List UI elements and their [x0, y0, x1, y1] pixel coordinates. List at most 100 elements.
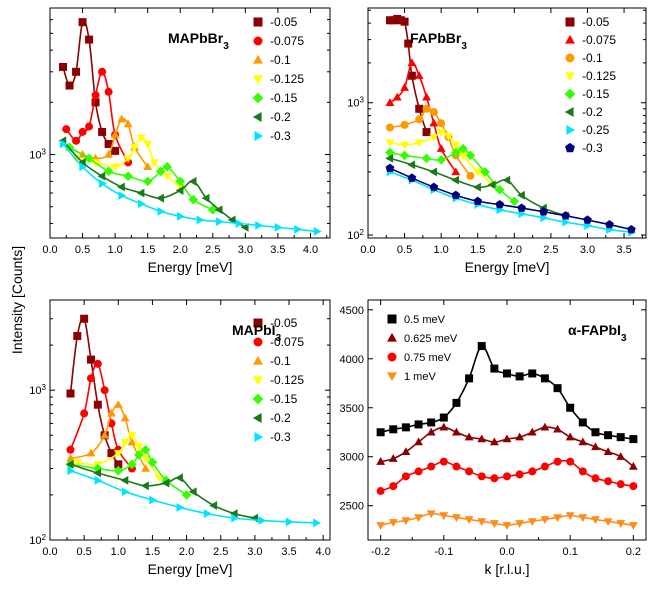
data-point: [429, 118, 439, 127]
data-point: [528, 369, 537, 378]
data-point: [389, 482, 398, 491]
data-point: [285, 517, 294, 527]
data-point: [294, 224, 303, 234]
series-fit-line: [389, 61, 457, 173]
panels-group: 0.0 0.5 1.0 1.5 2.0 2.5 3.0 3.5 4.0 103 Energy [me…: [29, 7, 647, 577]
data-point: [477, 472, 486, 481]
data-point: [515, 372, 524, 381]
data-point: [98, 179, 107, 188]
data-point: [231, 513, 239, 523]
legend-entry-label: -0.2: [270, 411, 291, 425]
data-point: [629, 482, 638, 491]
data-point: [141, 481, 149, 491]
data-point: [227, 215, 236, 225]
data-layer: [376, 342, 638, 530]
data-point: [258, 516, 267, 525]
data-point: [100, 386, 109, 395]
x-tick-label: 0.0: [360, 244, 375, 256]
data-point: [85, 122, 94, 131]
data-point: [385, 123, 394, 132]
data-point: [415, 104, 424, 113]
x-tick-label: 2.5: [543, 244, 558, 256]
data-point: [427, 462, 436, 471]
data-point: [477, 518, 487, 526]
x-tick-label: 2.5: [213, 546, 228, 558]
data-point: [502, 434, 512, 443]
data-point: [78, 127, 87, 136]
legend-entry-label: -0.1: [270, 354, 291, 368]
data-point: [110, 130, 120, 138]
legend-marker: [387, 314, 397, 324]
data-point: [188, 194, 199, 205]
series-fit-line: [389, 157, 566, 217]
data-point: [113, 449, 123, 458]
data-point: [94, 475, 103, 485]
legend: -0.05 -0.075 -0.1 -0.125 -0.15 -0.2 -0.25 -0.3: [564, 15, 616, 155]
legend: 0.5 meV 0.625 meV 0.75 meV 1 meV: [387, 314, 458, 383]
data-point: [385, 139, 395, 148]
data-point: [436, 144, 446, 152]
data-point: [429, 133, 439, 142]
data-point: [407, 173, 417, 182]
data-point: [439, 413, 448, 422]
data-point: [562, 217, 571, 227]
data-point: [578, 514, 588, 523]
x-tick-label: 2.0: [507, 244, 522, 256]
series-fit-line: [69, 362, 133, 470]
data-point: [583, 215, 592, 224]
data-point: [400, 120, 409, 129]
data-point: [540, 213, 549, 223]
x-tick-label: 4.0: [316, 546, 331, 558]
data-point: [78, 18, 87, 27]
y-tick-label: 103: [347, 95, 364, 110]
data-point: [444, 132, 453, 141]
y-tick-label: 4000: [340, 354, 364, 366]
legend-entry-label: -0.3: [270, 129, 291, 143]
data-point: [565, 512, 575, 521]
data-point: [103, 166, 114, 177]
data-point: [591, 428, 600, 437]
data-point: [400, 141, 409, 150]
data-point: [401, 423, 410, 432]
data-point: [429, 182, 439, 191]
legend-marker: [252, 393, 264, 405]
data-point: [465, 374, 474, 383]
legend-marker: [253, 376, 263, 386]
legend-marker: [566, 125, 576, 135]
data-point: [439, 512, 449, 521]
data-point: [143, 140, 153, 149]
data-point: [127, 437, 137, 446]
data-point: [214, 205, 223, 215]
data-point: [553, 514, 562, 523]
data-point: [553, 457, 562, 466]
data-point: [603, 518, 613, 526]
plot-frame: [49, 299, 331, 541]
data-point: [133, 450, 144, 460]
data-point: [436, 128, 446, 137]
x-tick-label: 3.5: [270, 244, 285, 256]
legend-marker: [565, 17, 575, 27]
data-point: [65, 81, 74, 90]
legend-entry-label: -0.125: [270, 72, 304, 86]
data-point: [255, 221, 263, 230]
legend-entry-label: 1 meV: [404, 371, 436, 383]
data-point: [407, 160, 416, 170]
x-axis-label: k [r.l.u.]: [484, 561, 529, 577]
data-point: [452, 398, 461, 407]
legend-entry-label: -0.05: [270, 15, 298, 29]
data-point: [113, 400, 123, 408]
legend-entry-label: -0.15: [270, 91, 298, 105]
legend-marker: [254, 432, 264, 442]
series-fit-line: [70, 463, 256, 519]
legend-marker: [565, 142, 575, 153]
data-point: [149, 159, 159, 168]
data-point: [385, 147, 395, 158]
legend-entry-label: -0.15: [270, 392, 298, 406]
data-point: [605, 219, 614, 229]
y-tick-label: 4500: [340, 305, 364, 317]
data-point: [376, 487, 385, 496]
data-layer: [65, 314, 321, 528]
data-layer: [385, 14, 636, 237]
data-point: [451, 175, 459, 185]
data-point: [422, 92, 431, 101]
